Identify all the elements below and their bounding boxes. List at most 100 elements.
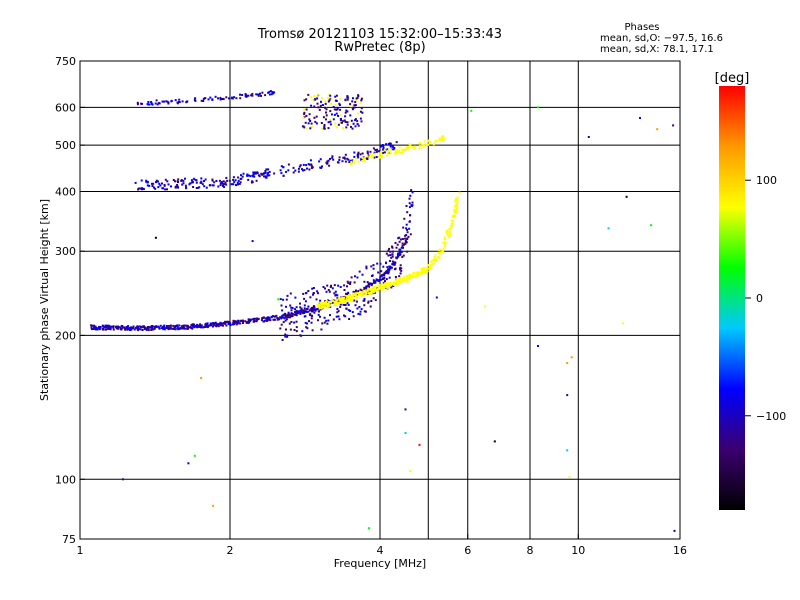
data-point xyxy=(367,292,370,295)
data-point xyxy=(421,272,423,274)
data-point xyxy=(401,242,404,245)
data-point xyxy=(325,306,328,309)
data-point xyxy=(325,111,327,114)
data-point xyxy=(102,328,105,331)
data-point xyxy=(355,289,357,292)
data-point xyxy=(329,97,332,100)
data-point xyxy=(313,98,316,101)
data-point xyxy=(365,285,368,288)
data-point xyxy=(446,234,449,236)
data-point xyxy=(174,325,177,328)
x-axis-label: Frequency [MHz] xyxy=(334,557,426,570)
data-point xyxy=(380,278,383,281)
data-point xyxy=(222,324,224,327)
data-point xyxy=(292,171,295,174)
data-point xyxy=(345,109,348,112)
data-point xyxy=(266,173,269,176)
data-point xyxy=(343,156,346,159)
data-point xyxy=(233,96,236,99)
data-point xyxy=(153,186,155,189)
data-point xyxy=(228,321,231,323)
data-point xyxy=(470,109,473,112)
data-point xyxy=(184,327,187,330)
data-point xyxy=(303,126,306,129)
data-point xyxy=(132,327,135,330)
data-point xyxy=(90,326,93,329)
data-point xyxy=(587,136,590,138)
data-point xyxy=(450,219,453,222)
data-point xyxy=(391,255,394,258)
data-point xyxy=(303,169,306,172)
data-point xyxy=(218,179,221,182)
data-point xyxy=(143,328,146,330)
data-point xyxy=(151,185,154,187)
data-point xyxy=(106,326,109,329)
data-point xyxy=(204,178,207,181)
data-point xyxy=(338,159,341,161)
data-point xyxy=(208,184,211,187)
data-point xyxy=(432,143,435,146)
data-point xyxy=(166,326,169,329)
data-point xyxy=(353,104,356,107)
data-point xyxy=(294,313,296,316)
data-point xyxy=(421,267,424,270)
data-point xyxy=(404,234,407,237)
data-point xyxy=(353,294,356,297)
data-point xyxy=(205,186,208,189)
data-point xyxy=(342,301,345,304)
data-point xyxy=(220,98,223,100)
data-point xyxy=(391,246,394,249)
data-point xyxy=(323,124,326,126)
data-point xyxy=(101,324,104,327)
data-point xyxy=(286,334,289,337)
data-point xyxy=(215,325,218,328)
data-point xyxy=(309,309,311,312)
data-point xyxy=(333,108,336,111)
data-point xyxy=(142,326,145,329)
data-point xyxy=(377,279,380,282)
data-point xyxy=(356,120,359,123)
data-point xyxy=(384,280,386,283)
data-point xyxy=(261,91,264,94)
data-point xyxy=(418,147,421,150)
data-point xyxy=(267,91,270,94)
data-point xyxy=(398,146,401,149)
data-point xyxy=(406,231,409,234)
data-point xyxy=(261,317,264,320)
data-point xyxy=(395,282,398,285)
data-point xyxy=(260,319,263,322)
data-point xyxy=(290,312,293,315)
data-point xyxy=(145,179,148,182)
data-point xyxy=(191,327,194,330)
data-point xyxy=(399,264,402,267)
data-point xyxy=(328,290,331,293)
data-point xyxy=(169,324,172,327)
data-point xyxy=(146,184,149,187)
data-point xyxy=(93,324,95,327)
data-point xyxy=(456,201,459,203)
data-point xyxy=(348,318,351,320)
data-point xyxy=(279,316,282,319)
data-point xyxy=(219,184,222,187)
data-point xyxy=(311,329,314,332)
data-point xyxy=(242,319,244,322)
data-point xyxy=(395,141,398,144)
data-point xyxy=(310,122,313,125)
data-point xyxy=(381,154,384,157)
data-point xyxy=(356,276,359,279)
data-point xyxy=(267,316,270,319)
data-point xyxy=(282,298,285,301)
data-point xyxy=(351,127,354,130)
data-point xyxy=(285,328,287,331)
data-point xyxy=(329,314,331,317)
data-point xyxy=(291,313,294,315)
data-point xyxy=(222,322,225,324)
data-point xyxy=(337,297,340,300)
data-point xyxy=(346,280,349,283)
data-point xyxy=(377,150,380,153)
data-point xyxy=(351,296,354,299)
data-point xyxy=(369,305,372,308)
data-point xyxy=(415,273,418,276)
data-point xyxy=(194,97,197,100)
data-point xyxy=(363,304,366,307)
